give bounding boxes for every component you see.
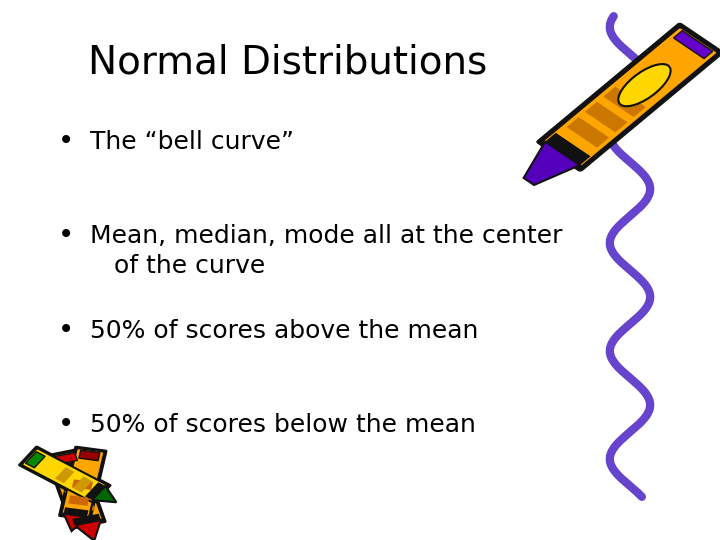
- Text: •: •: [58, 316, 74, 344]
- Polygon shape: [55, 467, 75, 483]
- Text: The “bell curve”: The “bell curve”: [90, 130, 294, 153]
- Polygon shape: [85, 482, 105, 500]
- FancyBboxPatch shape: [22, 449, 107, 502]
- Polygon shape: [70, 502, 95, 515]
- Polygon shape: [72, 514, 101, 525]
- Polygon shape: [68, 495, 89, 506]
- Text: 50% of scores below the mean: 50% of scores below the mean: [90, 413, 476, 437]
- Polygon shape: [567, 117, 609, 147]
- Polygon shape: [79, 450, 100, 461]
- Text: Mean, median, mode all at the center
   of the curve: Mean, median, mode all at the center of …: [90, 224, 562, 278]
- Text: •: •: [58, 410, 74, 438]
- Polygon shape: [53, 453, 78, 465]
- Polygon shape: [523, 141, 580, 185]
- Polygon shape: [603, 86, 646, 117]
- Ellipse shape: [618, 64, 670, 106]
- FancyBboxPatch shape: [542, 27, 718, 167]
- FancyBboxPatch shape: [58, 446, 107, 521]
- Polygon shape: [673, 31, 713, 58]
- Text: •: •: [58, 127, 74, 155]
- Polygon shape: [74, 520, 101, 540]
- Polygon shape: [73, 476, 92, 492]
- Polygon shape: [63, 514, 87, 531]
- Text: 50% of scores above the mean: 50% of scores above the mean: [90, 319, 478, 342]
- FancyBboxPatch shape: [61, 448, 104, 518]
- Text: Normal Distributions: Normal Distributions: [89, 43, 487, 81]
- Polygon shape: [65, 487, 89, 499]
- FancyBboxPatch shape: [48, 450, 103, 527]
- FancyBboxPatch shape: [536, 23, 720, 172]
- Polygon shape: [72, 480, 93, 490]
- Text: •: •: [58, 221, 74, 249]
- Polygon shape: [92, 486, 117, 502]
- FancyBboxPatch shape: [45, 448, 107, 530]
- FancyBboxPatch shape: [18, 446, 112, 505]
- Polygon shape: [585, 102, 627, 132]
- Polygon shape: [63, 507, 89, 517]
- Polygon shape: [25, 451, 45, 468]
- Polygon shape: [545, 133, 590, 165]
